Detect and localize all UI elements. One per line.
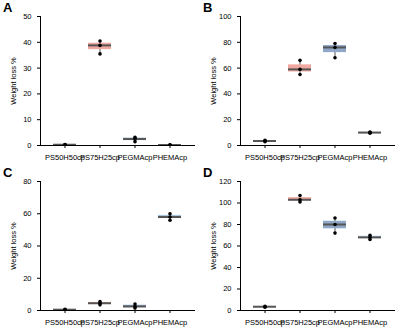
svg-text:40: 40 [223,263,231,272]
svg-text:PS50H50cp: PS50H50cp [245,317,285,327]
svg-text:PHEMAcp: PHEMAcp [353,318,388,327]
svg-text:30: 30 [23,64,31,73]
svg-text:Weight loss %: Weight loss % [9,222,18,270]
svg-text:60: 60 [223,241,231,250]
html-text:D: D [203,165,213,180]
svg-text:120: 120 [219,177,232,186]
svg-text:PS50H50cp: PS50H50cp [245,152,285,162]
svg-text:60: 60 [23,209,31,218]
svg-text:PS50H50cp: PS50H50cp [45,152,85,162]
svg-text:80: 80 [23,177,31,186]
svg-text:0: 0 [27,306,31,315]
svg-text:80: 80 [223,38,231,47]
svg-text:80: 80 [223,220,231,229]
svg-text:PHEMAcp: PHEMAcp [153,318,188,327]
svg-text:Weight loss %: Weight loss % [9,57,18,105]
svg-text:20: 20 [223,284,231,293]
svg-text:20: 20 [23,274,31,283]
svg-text:40: 40 [23,38,31,47]
svg-text:PEGMAcp: PEGMAcp [117,318,152,327]
svg-text:PEGMAcp: PEGMAcp [317,153,352,162]
svg-text:PHEMAcp: PHEMAcp [153,153,188,162]
svg-text:PEGMAcp: PEGMAcp [117,153,152,162]
svg-text:PS75H25cp: PS75H25cp [80,318,120,327]
html-text:B: B [203,0,213,15]
svg-text:0: 0 [27,141,31,150]
svg-text:PS75H25cp: PS75H25cp [80,153,120,162]
svg-text:10: 10 [23,115,31,124]
svg-text:PEGMAcp: PEGMAcp [317,318,352,327]
svg-text:PS50H50cp: PS50H50cp [45,317,85,327]
svg-text:PS75H25cp: PS75H25cp [280,153,320,162]
svg-text:60: 60 [223,64,231,73]
svg-text:Weight loss %: Weight loss % [209,57,218,105]
svg-text:50: 50 [23,12,31,21]
html-text:C: C [3,165,13,180]
svg-text:PHEMAcp: PHEMAcp [353,153,388,162]
svg-text:100: 100 [219,198,232,207]
svg-text:100: 100 [219,12,232,21]
html-text:A: A [3,0,13,15]
svg-text:0: 0 [227,306,231,315]
svg-text:Weight loss %: Weight loss % [209,222,218,270]
svg-text:40: 40 [223,89,231,98]
svg-text:0: 0 [227,141,231,150]
svg-text:PS75H25cp: PS75H25cp [280,318,320,327]
svg-text:20: 20 [223,115,231,124]
svg-text:20: 20 [23,89,31,98]
svg-text:40: 40 [23,241,31,250]
